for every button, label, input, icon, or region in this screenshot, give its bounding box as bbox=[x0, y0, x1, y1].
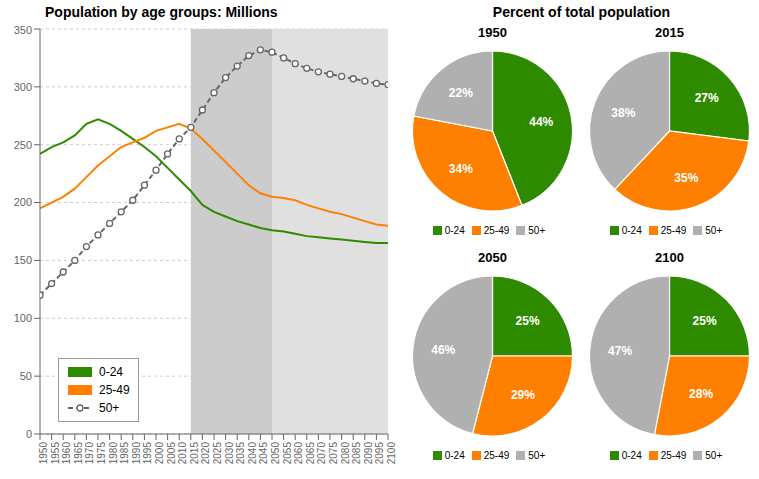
svg-text:2060: 2060 bbox=[293, 442, 304, 465]
svg-text:1990: 1990 bbox=[131, 442, 142, 465]
svg-text:250: 250 bbox=[14, 139, 32, 151]
html-text:1950: 1950 bbox=[478, 25, 507, 40]
html-text:2015: 2015 bbox=[655, 25, 684, 40]
html-text:Percent of total population: Percent of total population bbox=[492, 4, 671, 20]
svg-text:350: 350 bbox=[14, 24, 32, 36]
html-text:Population by age groups: Mill: Population by age groups: Millions bbox=[45, 4, 278, 20]
html-text:25-49: 25-49 bbox=[483, 224, 510, 236]
svg-text:2075: 2075 bbox=[328, 442, 339, 465]
svg-text:2080: 2080 bbox=[340, 442, 351, 465]
html-text:50+: 50+ bbox=[528, 449, 546, 461]
html-text:25-49: 25-49 bbox=[483, 449, 510, 461]
svg-text:35%: 35% bbox=[674, 171, 698, 185]
svg-text:50: 50 bbox=[20, 370, 32, 382]
html-text:25-49: 25-49 bbox=[99, 383, 130, 397]
svg-text:2100: 2100 bbox=[386, 442, 397, 465]
svg-text:1960: 1960 bbox=[61, 442, 72, 465]
svg-text:200: 200 bbox=[14, 196, 32, 208]
svg-text:2070: 2070 bbox=[317, 442, 328, 465]
svg-text:2090: 2090 bbox=[363, 442, 374, 465]
svg-text:46%: 46% bbox=[431, 343, 455, 357]
html-text:50+: 50+ bbox=[99, 401, 120, 415]
html-text:25-49: 25-49 bbox=[660, 449, 687, 461]
svg-text:150: 150 bbox=[14, 254, 32, 266]
svg-text:2010: 2010 bbox=[177, 442, 188, 465]
svg-text:1980: 1980 bbox=[108, 442, 119, 465]
svg-text:2095: 2095 bbox=[375, 442, 386, 465]
html-text:50+: 50+ bbox=[705, 449, 723, 461]
svg-text:27%: 27% bbox=[695, 91, 719, 105]
svg-text:28%: 28% bbox=[689, 387, 713, 401]
svg-text:1995: 1995 bbox=[143, 442, 154, 465]
html-text:0-24: 0-24 bbox=[444, 224, 465, 236]
svg-text:100: 100 bbox=[14, 312, 32, 324]
svg-text:1965: 1965 bbox=[73, 442, 84, 465]
svg-text:1955: 1955 bbox=[50, 442, 61, 465]
svg-text:2030: 2030 bbox=[224, 442, 235, 465]
html-text:25-49: 25-49 bbox=[660, 224, 687, 236]
svg-text:2050: 2050 bbox=[270, 442, 281, 465]
svg-text:34%: 34% bbox=[449, 162, 473, 176]
svg-text:38%: 38% bbox=[611, 106, 635, 120]
svg-text:2085: 2085 bbox=[351, 442, 362, 465]
svg-text:25%: 25% bbox=[693, 314, 717, 328]
svg-text:2020: 2020 bbox=[201, 442, 212, 465]
svg-text:1985: 1985 bbox=[119, 442, 130, 465]
svg-text:22%: 22% bbox=[449, 86, 473, 100]
html-text:50+: 50+ bbox=[705, 224, 723, 236]
html-text:0-24: 0-24 bbox=[621, 224, 642, 236]
svg-text:2000: 2000 bbox=[154, 442, 165, 465]
svg-text:0: 0 bbox=[26, 428, 32, 440]
svg-text:2035: 2035 bbox=[235, 442, 246, 465]
svg-text:1950: 1950 bbox=[38, 442, 49, 465]
svg-text:2025: 2025 bbox=[212, 442, 223, 465]
svg-text:1970: 1970 bbox=[85, 442, 96, 465]
svg-text:2065: 2065 bbox=[305, 442, 316, 465]
svg-text:300: 300 bbox=[14, 81, 32, 93]
svg-text:25%: 25% bbox=[516, 314, 540, 328]
svg-text:44%: 44% bbox=[529, 115, 553, 129]
svg-text:2040: 2040 bbox=[247, 442, 258, 465]
html-text:2050: 2050 bbox=[478, 250, 507, 265]
html-text:0-24: 0-24 bbox=[621, 449, 642, 461]
svg-text:2005: 2005 bbox=[166, 442, 177, 465]
html-text:0-24: 0-24 bbox=[99, 365, 123, 379]
svg-text:2015: 2015 bbox=[189, 442, 200, 465]
svg-text:2045: 2045 bbox=[259, 442, 270, 465]
svg-text:29%: 29% bbox=[511, 388, 535, 402]
svg-text:1975: 1975 bbox=[96, 442, 107, 465]
svg-text:2055: 2055 bbox=[282, 442, 293, 465]
html-text:0-24: 0-24 bbox=[444, 449, 465, 461]
svg-text:47%: 47% bbox=[608, 344, 632, 358]
html-text:50+: 50+ bbox=[528, 224, 546, 236]
html-text:2100: 2100 bbox=[655, 250, 684, 265]
